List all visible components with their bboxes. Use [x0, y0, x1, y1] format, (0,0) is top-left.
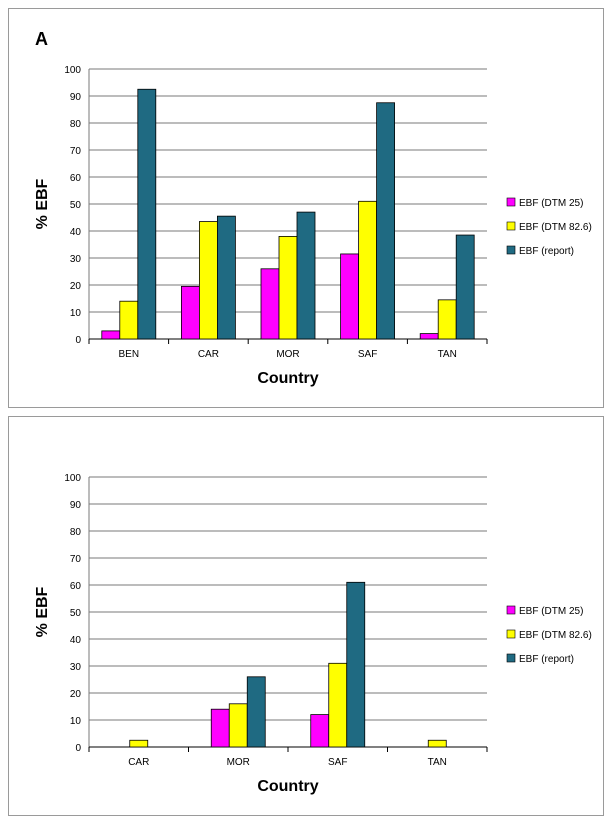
bar-ebf-dtm-25- [419, 333, 439, 340]
legend-label: EBF (report) [519, 246, 574, 257]
bar-ebf-dtm-25- [101, 330, 121, 340]
bar-ebf-report- [455, 234, 475, 340]
bar-ebf-dtm-82-6- [198, 221, 218, 340]
bar-ebf-dtm-25- [340, 253, 360, 340]
y-axis-title: % EBF [34, 178, 51, 229]
x-axis-title: Country [257, 370, 318, 387]
y-tick-label: 0 [75, 743, 81, 754]
bar-ebf-report- [137, 88, 157, 340]
y-tick-label: 100 [64, 473, 81, 484]
bar-ebf-dtm-25- [180, 285, 200, 340]
y-tick-label: 40 [70, 227, 82, 238]
x-tick-label: SAF [328, 757, 347, 768]
bar-ebf-report- [216, 215, 236, 340]
y-axis-title: % EBF [34, 586, 51, 637]
y-tick-label: 80 [70, 527, 82, 538]
y-tick-label: 50 [70, 608, 82, 619]
chart-panel-a: A 0 10 20 30 40 50 60 70 80 90 100 BEN CAR MOR SAF TAN Co… [8, 8, 604, 408]
y-tick-label: 30 [70, 662, 82, 673]
bar-ebf-dtm-82-6- [328, 662, 348, 748]
y-tick-label: 30 [70, 254, 82, 265]
bar-ebf-report- [296, 211, 316, 340]
x-tick-label: CAR [128, 757, 149, 768]
legend-swatch [506, 221, 516, 231]
bar-ebf-dtm-25- [310, 714, 330, 748]
x-tick-label: MOR [227, 757, 250, 768]
bar-ebf-dtm-82-6- [119, 300, 139, 340]
y-tick-label: 0 [75, 335, 81, 346]
y-tick-label: 60 [70, 581, 82, 592]
y-tick-label: 90 [70, 500, 82, 511]
y-tick-label: 70 [70, 146, 82, 157]
bar-ebf-dtm-82-6- [129, 739, 149, 748]
bar-ebf-report- [376, 102, 396, 340]
panel-label: A [35, 29, 48, 49]
y-tick-label: 20 [70, 281, 82, 292]
chart-panel-b: 0 10 20 30 40 50 60 70 80 90 100 CAR MOR SAF TAN Countr… [8, 416, 604, 816]
x-tick-label: SAF [358, 349, 377, 360]
y-tick-label: 90 [70, 92, 82, 103]
y-tick-label: 100 [64, 65, 81, 76]
y-tick-label: 40 [70, 635, 82, 646]
bar-ebf-dtm-82-6- [358, 200, 378, 340]
legend-label: EBF (DTM 82.6) [519, 630, 592, 641]
bar-ebf-dtm-82-6- [228, 703, 248, 748]
x-tick-label: BEN [119, 349, 140, 360]
y-tick-label: 50 [70, 200, 82, 211]
legend-swatch [506, 629, 516, 639]
bar-ebf-dtm-82-6- [437, 299, 457, 340]
bar-chart-b: 0 10 20 30 40 50 60 70 80 90 100 CAR MOR SAF TAN Countr… [34, 473, 592, 795]
x-tick-label: MOR [276, 349, 299, 360]
legend-swatch [506, 245, 516, 255]
bar-ebf-report- [346, 581, 366, 748]
x-tick-label: CAR [198, 349, 219, 360]
bar-ebf-dtm-82-6- [278, 235, 298, 340]
bar-ebf-dtm-25- [260, 268, 280, 340]
y-tick-label: 60 [70, 173, 82, 184]
x-axis-title: Country [257, 778, 318, 795]
legend-swatch [506, 197, 516, 207]
bar-ebf-report- [246, 676, 266, 748]
y-tick-label: 10 [70, 716, 82, 727]
legend-swatch [506, 653, 516, 663]
legend-label: EBF (report) [519, 654, 574, 665]
y-tick-label: 10 [70, 308, 82, 319]
y-tick-label: 20 [70, 689, 82, 700]
legend-swatch [506, 605, 516, 615]
bar-ebf-dtm-82-6- [427, 739, 447, 748]
legend-label: EBF (DTM 82.6) [519, 222, 592, 233]
y-tick-label: 80 [70, 119, 82, 130]
bar-ebf-dtm-25- [210, 708, 230, 748]
legend-label: EBF (DTM 25) [519, 198, 583, 209]
x-tick-label: TAN [428, 757, 447, 768]
legend-label: EBF (DTM 25) [519, 606, 583, 617]
y-tick-label: 70 [70, 554, 82, 565]
x-tick-label: TAN [438, 349, 457, 360]
bar-chart-a: A 0 10 20 30 40 50 60 70 80 90 100 BEN CAR MOR SAF TAN Co… [34, 29, 592, 387]
